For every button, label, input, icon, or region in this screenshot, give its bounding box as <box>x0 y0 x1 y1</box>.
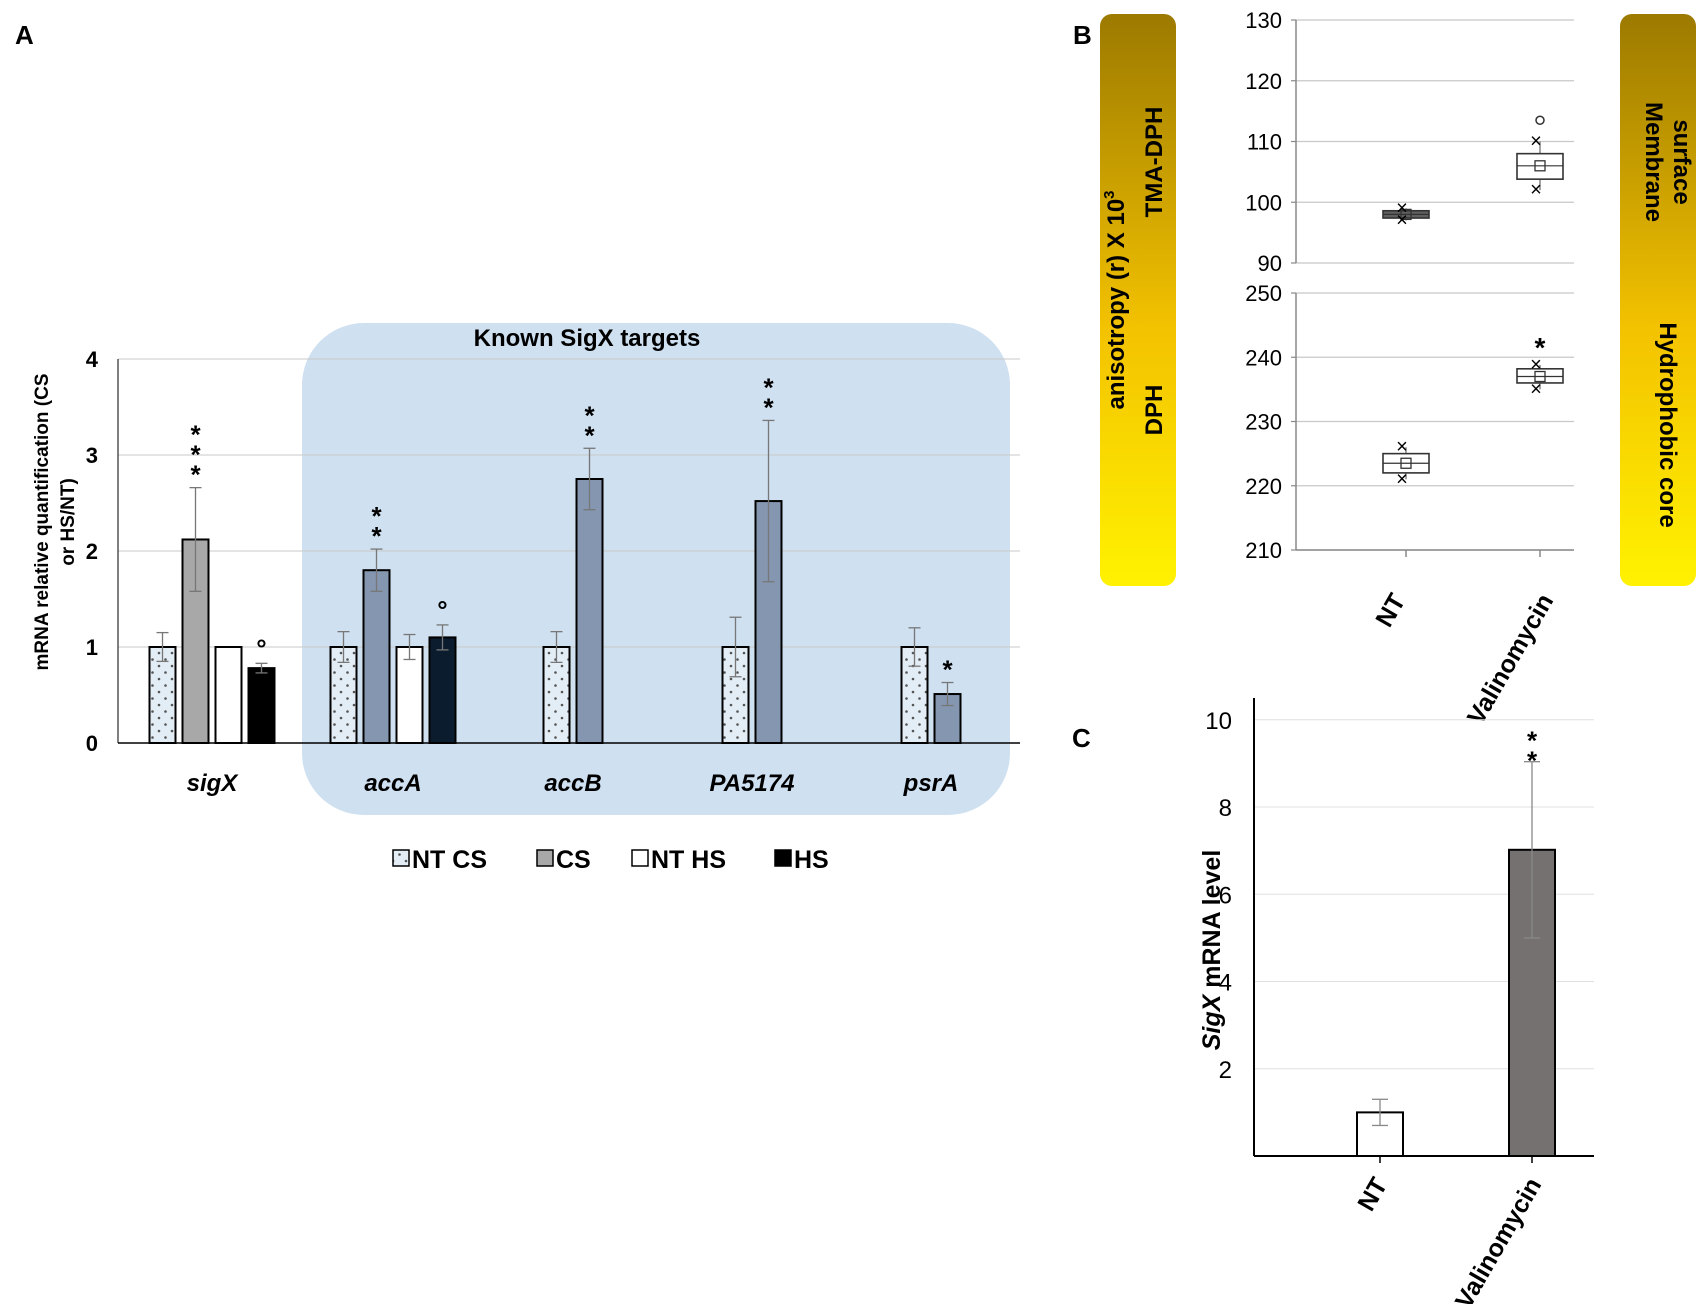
a-annotation-acca-hs: ° <box>437 595 447 625</box>
b-right-banner-core: Hydrophobic core <box>1654 322 1681 527</box>
a-bar-accb-cs <box>575 478 604 744</box>
a-xtick-psra: psrA <box>903 770 959 797</box>
legend-item-cs: CS <box>536 846 591 874</box>
b-top-nt-max-marker: × <box>1396 197 1408 219</box>
panel-label-b: B <box>1073 20 1092 50</box>
panel-label-a: A <box>15 20 34 50</box>
a-ylabel-line2: or HS/NT) <box>58 478 79 566</box>
b-top-nt-min-marker: × <box>1396 209 1408 231</box>
b-ylabel-group: anisotropy (r) X 103 <box>1101 190 1130 409</box>
b-bottom-ytick-250: 250 <box>1245 281 1282 306</box>
b-right-banner-surface-2: surface <box>1668 119 1695 204</box>
b-left-banner-bottom: DPH <box>1141 385 1168 436</box>
a-annotation-acca-cs: * * <box>371 501 382 551</box>
c-ytick-2: 2 <box>1219 1057 1232 1084</box>
c-plot-area: 2 4 6 8 10 * * <box>1205 698 1594 1163</box>
b-left-banner <box>1100 14 1176 586</box>
b-right-banner <box>1620 14 1696 586</box>
b-top-ytick-110: 110 <box>1247 130 1282 155</box>
b-right-banner-surface-1: Membrane <box>1640 102 1667 222</box>
a-ytick-1: 1 <box>86 635 98 660</box>
a-bar-sigx-nt-hs <box>214 646 243 744</box>
b-bottom-valinomycin-max-marker: × <box>1530 354 1542 376</box>
b-bottom-ytick-210: 210 <box>1245 538 1282 563</box>
a-ytick-4: 4 <box>86 347 99 372</box>
a-ylabel: mRNA relative quantification (CS or HS/N… <box>32 373 79 670</box>
panel-label-c: C <box>1072 723 1091 753</box>
b-bottom-valinomycin-min-marker: × <box>1530 378 1542 400</box>
panel-c: C SigX mRNA level 2 4 6 8 10 * * NT Valinomyci… <box>1072 698 1594 1304</box>
a-bar-sigx-hs <box>247 667 276 744</box>
b-top-valinomycin-box <box>1516 152 1564 180</box>
panel-b: B anisotropy (r) X 103 TMA-DPH DPH Membr… <box>1073 8 1696 729</box>
b-bottom-valinomycin-box <box>1516 368 1564 384</box>
b-top-valinomycin-min-marker: × <box>1530 179 1542 201</box>
c-ytick-6: 6 <box>1219 882 1232 909</box>
b-top-ytick-130: 130 <box>1245 8 1282 33</box>
c-ytick-8: 8 <box>1219 795 1232 822</box>
a-annotation-pa5174-cs: * * <box>763 372 774 422</box>
a-ytick-2: 2 <box>86 539 98 564</box>
b-bottom-annotation-valinomycin: * <box>1535 332 1546 363</box>
c-annotation-valinomycin: * * <box>1527 726 1538 776</box>
a-bar-sigx-nt-cs <box>148 646 177 744</box>
b-top-ytick-90: 90 <box>1258 251 1282 276</box>
a-xtick-pa5174: PA5174 <box>710 770 795 797</box>
a-legend: NT CS CS NT HS HS <box>392 846 829 874</box>
b-ylabel-superscript: 3 <box>1101 190 1118 198</box>
b-top-nt-mean <box>1400 208 1412 221</box>
a-ytick-3: 3 <box>86 443 98 468</box>
legend-label-hs: HS <box>794 846 829 874</box>
legend-label-cs: CS <box>556 846 591 874</box>
b-bottom-ytick-220: 220 <box>1245 474 1282 499</box>
a-xtick-acca: accA <box>364 770 421 797</box>
legend-label-nt-cs: NT CS <box>412 846 487 874</box>
c-ytick-10: 10 <box>1205 708 1232 735</box>
b-ylabel: anisotropy (r) X 103 <box>1101 190 1130 409</box>
b-top-valinomycin-mean <box>1534 160 1546 172</box>
b-bottom-ytick-240: 240 <box>1245 345 1282 370</box>
a-annotation-sigx-hs: ° <box>256 633 266 663</box>
known-targets-highlight <box>302 323 1010 815</box>
a-bar-acca-hs <box>428 636 457 745</box>
b-xtick-nt: NT <box>1370 589 1411 632</box>
a-annotation-psra-cs: * <box>942 655 953 685</box>
b-bottom-nt-min-marker: × <box>1396 468 1408 490</box>
legend-item-nt-hs: NT HS <box>631 846 726 874</box>
c-xtick-valinomycin: Valinomycin <box>1450 1173 1547 1304</box>
b-top-ytick-100: 100 <box>1245 190 1282 215</box>
b-xtick-valinomycin: Valinomycin <box>1462 589 1559 729</box>
b-left-banner-top: TMA-DPH <box>1141 107 1168 218</box>
b-bottom-nt-mean <box>1400 457 1412 469</box>
b-bottom-valinomycin-mean <box>1534 370 1546 383</box>
legend-label-nt-hs: NT HS <box>651 846 726 874</box>
a-annotation-accb-cs: * * <box>584 400 595 450</box>
a-xtick-accb: accB <box>544 770 601 797</box>
b-bottom-ytick-230: 230 <box>1245 410 1282 435</box>
a-annotation-sigx-cs: * * * <box>190 420 201 490</box>
panel-a: A Known SigX targets mRNA relative quant… <box>15 20 1020 874</box>
a-xtick-sigx: sigX <box>187 770 240 797</box>
legend-swatch-cs <box>536 849 554 867</box>
a-bar-acca-nt-hs <box>395 646 424 744</box>
a-bar-acca-cs <box>362 569 391 745</box>
b-top-ytick-120: 120 <box>1245 69 1282 94</box>
legend-item-hs: HS <box>774 846 829 874</box>
b-top-valinomycin-max-marker: × <box>1530 131 1542 153</box>
c-xtick-nt: NT <box>1352 1173 1393 1216</box>
known-targets-label: Known SigX targets <box>474 325 701 352</box>
b-top-valinomycin-outlier <box>1535 115 1545 125</box>
legend-item-nt-cs: NT CS <box>392 846 487 874</box>
c-ylabel: SigX mRNA level <box>1198 850 1226 1051</box>
b-bottom-nt-max-marker: × <box>1396 436 1408 458</box>
a-ylabel-line1: mRNA relative quantification (CS <box>32 373 53 670</box>
c-ytick-4: 4 <box>1219 970 1232 997</box>
a-ytick-0: 0 <box>86 731 98 756</box>
